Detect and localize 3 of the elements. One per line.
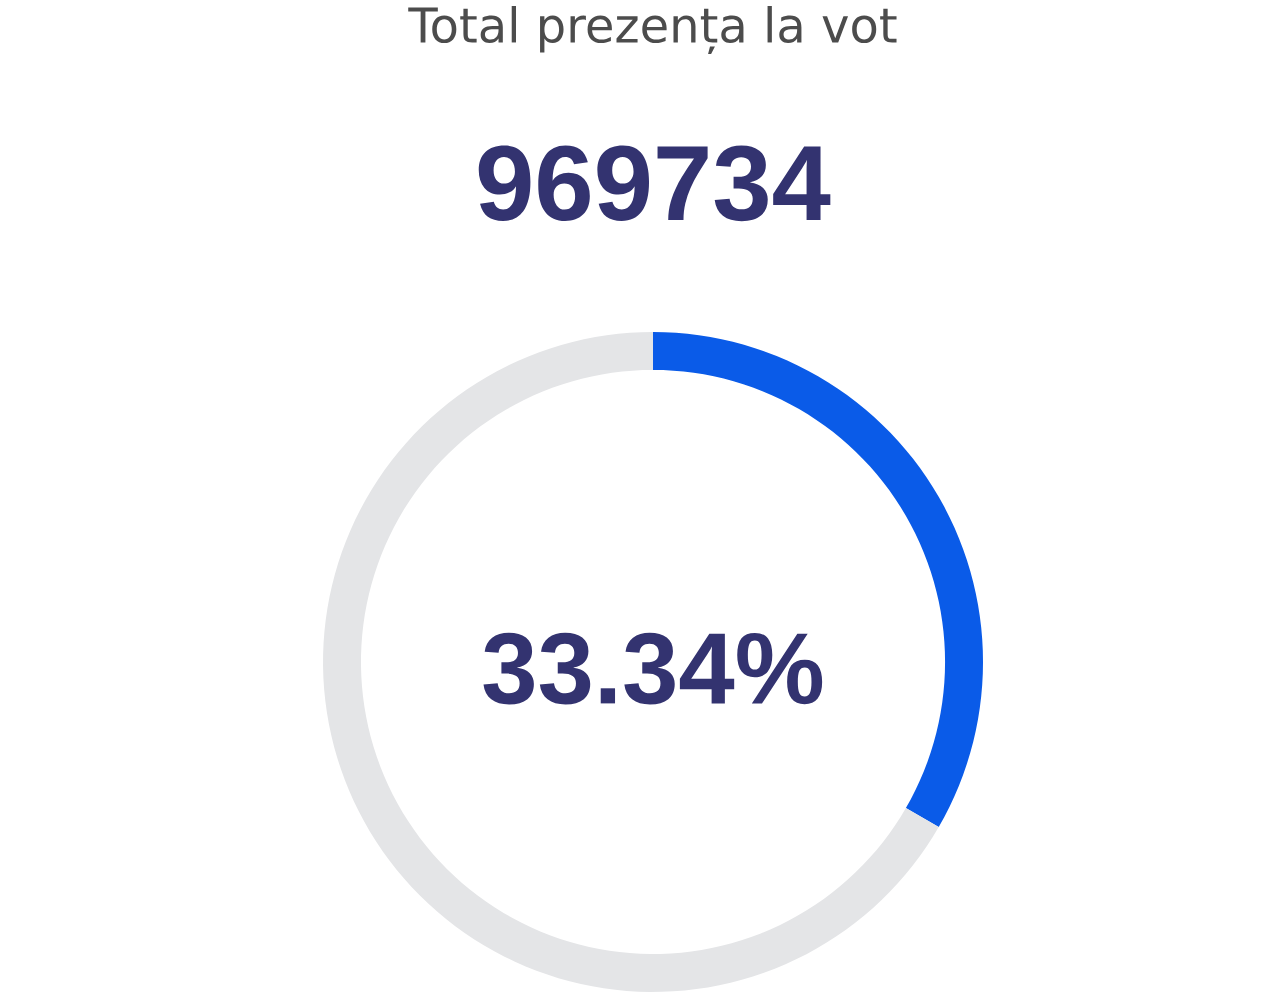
chart-title: Total prezența la vot [408,5,897,54]
text: 33.34% [483,632,823,705]
chart-subtitle: 969734 [478,145,831,222]
